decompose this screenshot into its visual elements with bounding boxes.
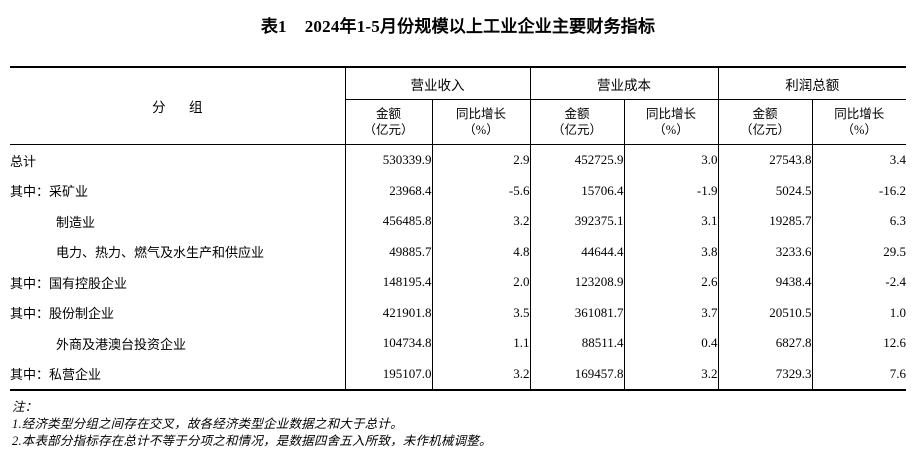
header-group-profit: 利润总额 bbox=[717, 66, 906, 100]
table-notes: 注： 1.经济类型分组之间存在交叉，故各经济类型企业数据之和大于总计。 2.本表… bbox=[12, 399, 492, 450]
cell-cost-growth: 3.1 bbox=[623, 206, 718, 237]
row-label: 其中：股份制企业 bbox=[10, 306, 115, 322]
header-revenue-amount-line2: （亿元） bbox=[363, 123, 414, 137]
notes-heading: 注： bbox=[12, 400, 38, 414]
cell-cost-growth: 2.6 bbox=[623, 267, 718, 298]
table-header: 分 组 营业收入 营业成本 利润总额 金额 （亿元） 同比增长 （%） 金额 （… bbox=[10, 66, 906, 145]
row-label: 电力、热力、燃气及水生产和供应业 bbox=[56, 245, 265, 261]
header-profit-amount-line2: （亿元） bbox=[739, 123, 790, 137]
table-title-text: 2024年1-5月份规模以上工业企业主要财务指标 bbox=[304, 17, 656, 36]
cell-profit-growth: -2.4 bbox=[811, 267, 906, 298]
notes-line-2: 2.本表部分指标存在总计不等于分项之和情况，是数据四舍五入所致，未作机械调整。 bbox=[12, 434, 492, 448]
cell-profit-amount: 7329.3 bbox=[717, 358, 812, 391]
header-cost-amount-line2: （亿元） bbox=[551, 123, 602, 137]
row-label: 总计 bbox=[10, 153, 37, 169]
cell-profit-amount: 27543.8 bbox=[717, 144, 812, 176]
cell-profit-growth: -16.2 bbox=[811, 175, 906, 206]
cell-revenue-amount: 195107.0 bbox=[344, 358, 432, 391]
table-row: 其中：私营企业 195107.0 3.2 169457.8 3.2 7329.3 7.6 bbox=[10, 358, 906, 391]
cell-profit-amount: 3233.6 bbox=[717, 236, 812, 267]
cell-profit-growth: 3.4 bbox=[811, 144, 906, 176]
table-row: 外商及港澳台投资企业 104734.8 1.1 88511.4 0.4 6827.8 12.… bbox=[10, 328, 906, 359]
notes-line-1: 1.经济类型分组之间存在交叉，故各经济类型企业数据之和大于总计。 bbox=[12, 417, 403, 431]
header-cost-growth-line2: （%） bbox=[653, 123, 689, 137]
cell-revenue-growth: 1.1 bbox=[431, 328, 530, 359]
header-revenue-growth-line2: （%） bbox=[463, 123, 499, 137]
header-cost-amount-line1: 金额 bbox=[564, 107, 590, 121]
cell-cost-amount: 15706.4 bbox=[529, 175, 624, 206]
header-profit-amount-line1: 金额 bbox=[752, 107, 778, 121]
header-cost-growth: 同比增长 （%） bbox=[623, 99, 718, 145]
header-grouping-column: 分 组 bbox=[10, 66, 345, 145]
header-group-cost: 营业成本 bbox=[529, 66, 718, 100]
cell-revenue-growth: 3.2 bbox=[431, 206, 530, 237]
header-revenue-amount-line1: 金额 bbox=[375, 107, 401, 121]
cell-cost-growth: -1.9 bbox=[623, 175, 718, 206]
cell-cost-growth: 0.4 bbox=[623, 328, 718, 359]
table-body: 总计 530339.9 2.9 452725.9 3.0 27543.8 3.4 其中：采矿业… bbox=[10, 144, 906, 391]
cell-profit-amount: 6827.8 bbox=[717, 328, 812, 359]
cell-profit-amount: 20510.5 bbox=[717, 297, 812, 328]
cell-profit-growth: 29.5 bbox=[811, 236, 906, 267]
page-title: 表1 2024年1-5月份规模以上工业企业主要财务指标 bbox=[0, 12, 916, 37]
cell-cost-amount: 44644.4 bbox=[529, 236, 624, 267]
header-group-revenue: 营业收入 bbox=[344, 66, 530, 100]
header-revenue-growth-line1: 同比增长 bbox=[455, 107, 506, 121]
cell-revenue-growth: 2.9 bbox=[431, 144, 530, 176]
cell-profit-growth: 1.0 bbox=[811, 297, 906, 328]
table-row: 电力、热力、燃气及水生产和供应业 49885.7 4.8 44644.4 3.8 3233… bbox=[10, 236, 906, 267]
table-row: 其中：国有控股企业 148195.4 2.0 123208.9 2.6 9438.4 -2.… bbox=[10, 267, 906, 298]
cell-revenue-amount: 148195.4 bbox=[344, 267, 432, 298]
financial-indicators-table: 分 组 营业收入 营业成本 利润总额 金额 （亿元） 同比增长 （%） 金额 （… bbox=[10, 66, 906, 391]
cell-profit-growth: 6.3 bbox=[811, 206, 906, 237]
cell-cost-growth: 3.0 bbox=[623, 144, 718, 176]
header-revenue-growth: 同比增长 （%） bbox=[431, 99, 530, 145]
header-profit-growth-line1: 同比增长 bbox=[834, 107, 885, 121]
row-label: 外商及港澳台投资企业 bbox=[56, 336, 187, 352]
cell-cost-amount: 361081.7 bbox=[529, 297, 624, 328]
cell-profit-growth: 12.6 bbox=[811, 328, 906, 359]
cell-revenue-amount: 456485.8 bbox=[344, 206, 432, 237]
header-cost-growth-line1: 同比增长 bbox=[645, 107, 696, 121]
row-label: 其中：私营企业 bbox=[10, 358, 345, 391]
row-label: 其中：国有控股企业 bbox=[10, 275, 128, 291]
table-number: 表1 bbox=[260, 17, 287, 36]
cell-revenue-growth: 3.5 bbox=[431, 297, 530, 328]
cell-cost-amount: 169457.8 bbox=[529, 358, 624, 391]
table-row: 其中：股份制企业 421901.8 3.5 361081.7 3.7 20510.5 1.0 bbox=[10, 297, 906, 328]
header-profit-growth-line2: （%） bbox=[841, 123, 877, 137]
header-profit-growth: 同比增长 （%） bbox=[811, 99, 906, 145]
cell-revenue-growth: 3.2 bbox=[431, 358, 530, 391]
cell-profit-growth: 7.6 bbox=[811, 358, 906, 391]
row-label: 其中：采矿业 bbox=[10, 184, 89, 200]
cell-cost-growth: 3.7 bbox=[623, 297, 718, 328]
cell-profit-amount: 5024.5 bbox=[717, 175, 812, 206]
cell-revenue-amount: 530339.9 bbox=[344, 144, 432, 176]
cell-revenue-amount: 49885.7 bbox=[344, 236, 432, 267]
cell-revenue-amount: 23968.4 bbox=[344, 175, 432, 206]
cell-revenue-growth: 4.8 bbox=[431, 236, 530, 267]
header-revenue-amount: 金额 （亿元） bbox=[344, 99, 432, 145]
cell-cost-amount: 392375.1 bbox=[529, 206, 624, 237]
cell-revenue-amount: 104734.8 bbox=[344, 328, 432, 359]
table-row: 制造业 456485.8 3.2 392375.1 3.1 19285.7 6.3 bbox=[10, 206, 906, 237]
cell-cost-amount: 88511.4 bbox=[529, 328, 624, 359]
header-row-groups: 分 组 营业收入 营业成本 利润总额 bbox=[10, 66, 906, 145]
header-row-subcolumns: 金额 （亿元） 同比增长 （%） 金额 （亿元） 同比增长 （%） 金额 （ bbox=[10, 99, 906, 145]
table-row: 总计 530339.9 2.9 452725.9 3.0 27543.8 3.4 bbox=[10, 144, 906, 176]
cell-revenue-growth: -5.6 bbox=[431, 175, 530, 206]
header-cost-amount: 金额 （亿元） bbox=[529, 99, 624, 145]
cell-cost-growth: 3.8 bbox=[623, 236, 718, 267]
cell-cost-amount: 452725.9 bbox=[529, 144, 624, 176]
row-label: 制造业 bbox=[56, 214, 96, 230]
cell-revenue-amount: 421901.8 bbox=[344, 297, 432, 328]
cell-profit-amount: 19285.7 bbox=[717, 206, 812, 237]
cell-cost-growth: 3.2 bbox=[623, 358, 718, 391]
table-row: 其中：采矿业 23968.4 -5.6 15706.4 -1.9 5024.5 -16.2 bbox=[10, 175, 906, 206]
header-profit-amount: 金额 （亿元） bbox=[717, 99, 812, 145]
cell-revenue-growth: 2.0 bbox=[431, 267, 530, 298]
cell-cost-amount: 123208.9 bbox=[529, 267, 624, 298]
cell-profit-amount: 9438.4 bbox=[717, 267, 812, 298]
